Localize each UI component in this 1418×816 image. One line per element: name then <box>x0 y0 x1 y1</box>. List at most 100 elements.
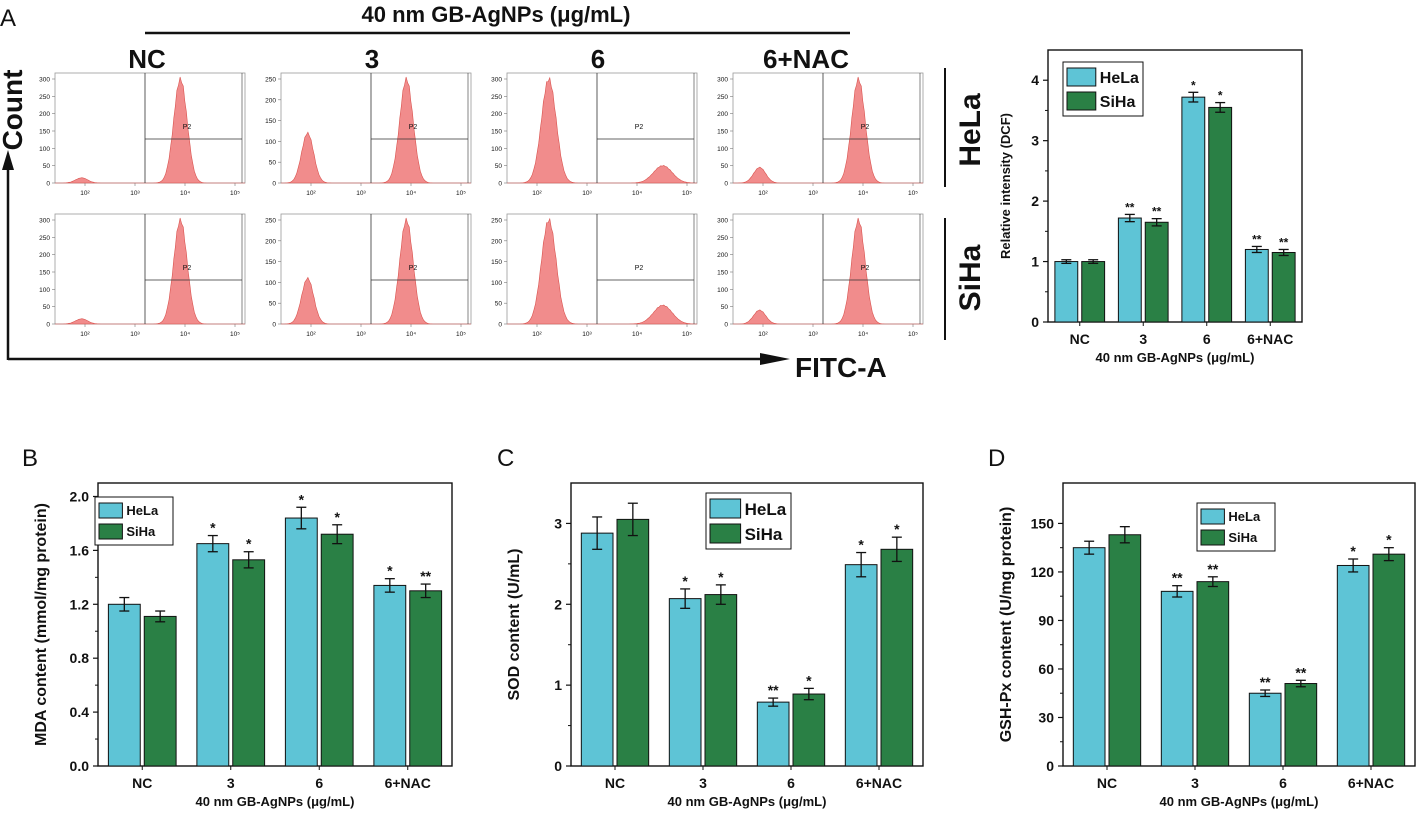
flow-xtick-label: 10⁵ <box>230 190 240 197</box>
flow-ytick-label: 50 <box>269 160 277 167</box>
flow-ytick-label: 0 <box>272 181 276 188</box>
bar-siha <box>143 615 177 767</box>
flow-histogram-grid: 0 50 100 150 200 250 300 10² 10³ 10⁴ 10⁵ P2 0 50 100 15… <box>39 72 924 338</box>
flow-ytick-label: 0 <box>46 322 50 329</box>
category-label: 6 <box>1279 775 1287 791</box>
flow-xtick-label: 10⁴ <box>632 331 642 338</box>
bar-hela <box>373 584 407 767</box>
flow-gate-label: P2 <box>635 124 644 131</box>
significance-mark: * <box>806 672 812 688</box>
flow-histogram <box>507 217 697 325</box>
flow-ytick-label: 150 <box>491 129 502 136</box>
legend-label-siha: SiHa <box>745 525 783 544</box>
flow-col-6nac: 6+NAC <box>763 44 849 74</box>
bar-hela <box>1181 96 1206 323</box>
legend-label-hela: HeLa <box>1228 509 1261 524</box>
x-axis-label: 40 nm GB-AgNPs (μg/mL) <box>1096 350 1255 365</box>
flow-panel-hela-2: 0 50 100 150 200 250 300 10² 10³ 10⁴ 10⁵ P2 <box>491 72 698 197</box>
flow-ytick-label: 0 <box>498 181 502 188</box>
bar-siha <box>880 548 914 767</box>
significance-mark: ** <box>1260 674 1271 690</box>
flow-ytick-label: 50 <box>43 304 51 311</box>
flow-histogram <box>281 217 471 325</box>
flow-panel-hela-1: 0 50 100 150 200 250 10² 10³ 10⁴ 10⁵ P2 <box>265 72 472 197</box>
flow-ytick-label: 150 <box>39 129 50 136</box>
flow-ytick-label: 200 <box>717 252 728 259</box>
flow-xtick-label: 10⁵ <box>682 190 692 197</box>
ytick-label: 0.4 <box>70 704 90 720</box>
category-label: 6+NAC <box>1348 775 1394 791</box>
flow-ytick-label: 300 <box>717 218 728 225</box>
significance-mark: * <box>858 537 864 553</box>
flow-xtick-label: 10⁴ <box>632 190 642 197</box>
flow-ytick-label: 50 <box>495 301 503 308</box>
bar-siha <box>1108 534 1142 767</box>
category-label: 6 <box>787 775 795 791</box>
category-label: NC <box>1097 775 1117 791</box>
flow-xtick-label: 10³ <box>130 190 140 197</box>
flow-row-hela: HeLa <box>954 93 987 167</box>
ytick-label: 60 <box>1038 661 1054 677</box>
bar-hela <box>1117 217 1142 323</box>
flow-col-nc: NC <box>128 44 166 74</box>
category-label: 6 <box>1203 331 1211 347</box>
bar-hela <box>1248 692 1282 767</box>
flow-xtick-label: 10² <box>758 331 768 338</box>
flow-ytick-label: 150 <box>717 270 728 277</box>
significance-mark: * <box>210 520 216 536</box>
plot-frame <box>1062 482 1416 767</box>
significance-mark: ** <box>1252 232 1262 246</box>
flow-ytick-label: 300 <box>491 77 502 84</box>
flow-xtick-label: 10⁵ <box>456 331 466 338</box>
legend-label-siha: SiHa <box>126 524 156 539</box>
flow-histogram <box>281 76 471 184</box>
flow-xtick-label: 10² <box>532 331 542 338</box>
panel-label-b: B <box>22 445 38 472</box>
flow-gate-label: P2 <box>635 265 644 272</box>
plot-frame <box>570 482 924 767</box>
bar-hela <box>107 603 141 767</box>
ytick-label: 0 <box>554 758 562 774</box>
category-label: 3 <box>1191 775 1199 791</box>
flow-ytick-label: 150 <box>491 259 502 266</box>
bar-hela <box>756 701 790 767</box>
bar-hela <box>196 543 230 767</box>
flow-xtick-label: 10⁵ <box>456 190 466 197</box>
ytick-label: 1 <box>1031 254 1039 270</box>
legend-label-siha: SiHa <box>1100 94 1136 111</box>
bar-siha <box>320 533 354 767</box>
plot-frame <box>97 482 453 767</box>
significance-mark: ** <box>1279 235 1289 249</box>
flow-ytick-label: 150 <box>39 270 50 277</box>
flow-xtick-label: 10⁵ <box>908 331 918 338</box>
significance-mark: ** <box>1172 570 1183 586</box>
ytick-label: 2 <box>554 596 562 612</box>
flow-ytick-label: 100 <box>39 287 50 294</box>
significance-mark: * <box>387 563 393 579</box>
bar-hela <box>668 598 702 767</box>
flow-xlabel: FITC-A <box>795 352 887 383</box>
x-axis-label: 40 nm GB-AgNPs (μg/mL) <box>1160 794 1319 809</box>
flow-ytick-label: 200 <box>265 97 276 104</box>
flow-gate-label: P2 <box>183 265 192 272</box>
category-label: 6+NAC <box>385 775 431 791</box>
flow-ytick-label: 200 <box>265 238 276 245</box>
bar-hela <box>1244 248 1269 323</box>
y-axis-label: MDA content (mmol/mg protein) <box>33 503 50 746</box>
category-label: NC <box>1070 331 1090 347</box>
flow-panel-siha-2: 0 50 100 150 200 250 10² 10³ 10⁴ 10⁵ P2 <box>491 213 698 338</box>
count-axis-arrow <box>2 150 14 170</box>
significance-mark: ** <box>1125 200 1135 214</box>
flow-panel-siha-3: 0 50 100 150 200 250 300 10² 10³ 10⁴ 10⁵ P2 <box>717 213 924 338</box>
flow-ytick-label: 100 <box>717 287 728 294</box>
significance-mark: * <box>682 573 688 589</box>
bar-siha <box>409 590 443 767</box>
ytick-label: 1 <box>554 677 562 693</box>
legend-label-hela: HeLa <box>745 500 787 519</box>
flow-panel-frame <box>54 72 246 184</box>
bar-siha <box>1081 261 1106 323</box>
